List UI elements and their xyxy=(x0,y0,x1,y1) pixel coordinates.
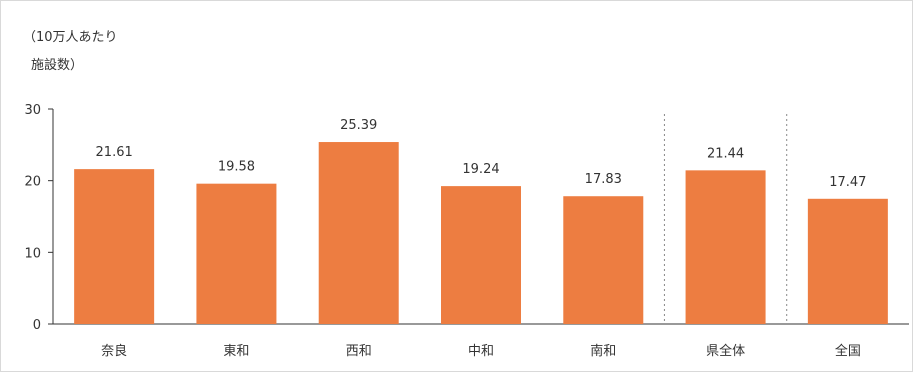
y-tick-label: 10 xyxy=(24,246,41,261)
bar xyxy=(563,196,644,324)
data-label: 21.61 xyxy=(96,145,133,160)
y-tick-label: 0 xyxy=(33,318,41,333)
bar xyxy=(318,142,399,324)
data-label: 19.24 xyxy=(462,162,499,177)
bar xyxy=(74,169,155,324)
data-label: 21.44 xyxy=(707,146,744,161)
category-label: 東和 xyxy=(223,343,249,359)
category-label: 西和 xyxy=(346,344,372,359)
data-label: 17.83 xyxy=(585,172,622,187)
bar xyxy=(441,186,521,324)
data-label: 17.47 xyxy=(829,175,866,190)
data-label: 19.58 xyxy=(218,160,255,175)
y-axis-title-line-1: （10万人あたり xyxy=(23,30,118,45)
data-label: 25.39 xyxy=(340,118,377,133)
y-axis-title-line-2: 施設数） xyxy=(31,57,83,73)
y-tick-label: 30 xyxy=(24,103,41,118)
category-label: 県全体 xyxy=(706,343,745,359)
bar xyxy=(807,198,888,324)
y-tick-label: 20 xyxy=(24,175,41,190)
category-label: 南和 xyxy=(590,343,616,359)
category-label: 奈良 xyxy=(101,343,127,359)
bar xyxy=(196,183,277,324)
category-label: 中和 xyxy=(468,344,494,359)
plot-area: 0 10 20 30 21.61 奈良 19.58 東和 25.39 西和 19.24 中和 17.83… xyxy=(24,103,909,359)
bar xyxy=(685,170,766,324)
category-label: 全国 xyxy=(835,343,861,359)
